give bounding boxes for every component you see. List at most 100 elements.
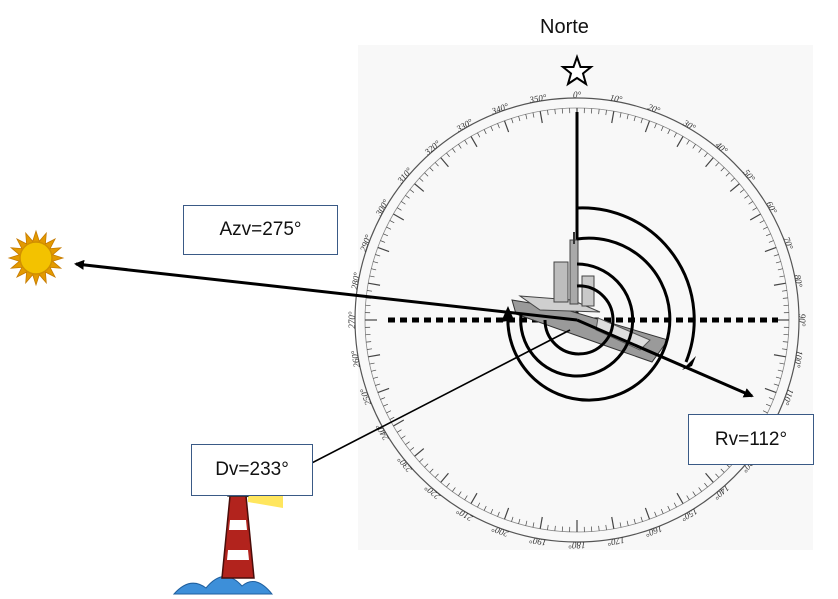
bearing-label: Dv=233°	[215, 459, 289, 480]
compass-tick	[598, 525, 600, 531]
compass-tick	[525, 114, 528, 120]
compass-tick	[470, 492, 478, 504]
compass-tick	[371, 268, 377, 271]
compass-tick	[419, 177, 424, 182]
compass-tick	[452, 487, 456, 492]
compass-tick	[698, 487, 702, 492]
compass-tick	[554, 109, 556, 115]
compass-tick	[779, 275, 785, 278]
sea-waves	[172, 576, 274, 595]
compass-tick	[511, 516, 514, 522]
compass-tick	[470, 136, 478, 148]
compass-tick	[393, 213, 405, 221]
bearing-arc-arrowhead	[501, 306, 514, 322]
compass-tick	[605, 110, 607, 116]
compass-tick	[673, 502, 677, 508]
compass-tick	[764, 246, 777, 253]
compass-tick	[401, 201, 406, 205]
compass-tick-label: 260°	[349, 349, 362, 368]
compass-tick	[419, 458, 424, 463]
compass-ticks	[365, 108, 789, 532]
compass-tick	[725, 172, 730, 177]
compass-tick	[554, 525, 556, 531]
compass-tick	[539, 516, 543, 529]
compass-tick	[464, 140, 468, 145]
compass-tick	[667, 505, 671, 511]
compass-tick	[380, 240, 386, 243]
compass-tick	[429, 167, 434, 172]
compass-tick	[464, 495, 468, 500]
compass-tick	[383, 403, 389, 407]
compass-tick	[748, 201, 753, 205]
compass-tick	[779, 362, 785, 365]
compass-tick	[440, 472, 449, 483]
compass-tick	[611, 516, 615, 529]
compass-tick	[781, 348, 787, 350]
compass-tick	[547, 524, 549, 530]
compass-tick	[503, 507, 510, 520]
compass-tick-label: 270°	[347, 311, 357, 329]
compass-tick-label: 190°	[528, 535, 547, 548]
compass-tick	[424, 172, 429, 177]
compass-tick	[720, 167, 725, 172]
compass-tick	[539, 111, 543, 124]
compass-tick	[424, 463, 429, 468]
compass-tick	[605, 524, 607, 530]
compass-tick	[458, 491, 462, 496]
compass-tick	[773, 383, 779, 386]
compass-tick-label: 180°	[568, 540, 586, 550]
azimuth-label: Azv=275°	[219, 219, 302, 240]
compass-tick	[429, 468, 434, 473]
course-label-box: Rv=112°	[688, 414, 814, 465]
compass-tick	[375, 254, 381, 257]
compass-tick	[619, 522, 622, 528]
compass-tick-label: 350°	[528, 92, 548, 105]
compass-tick	[386, 226, 392, 230]
compass-tick	[676, 136, 684, 148]
compass-tick	[633, 518, 636, 524]
compass-tick	[369, 275, 375, 278]
compass-tick-label: 170°	[606, 535, 625, 548]
compass-tick	[660, 508, 664, 514]
compass-tick	[490, 508, 494, 514]
compass-tick	[373, 261, 379, 264]
compass-tick	[368, 354, 381, 358]
compass-tick	[782, 341, 788, 343]
compass-tick	[626, 114, 629, 120]
compass-tick	[640, 516, 643, 522]
compass-tick	[720, 468, 725, 473]
compass-tick-label: 70°	[782, 235, 796, 251]
compass-tick	[781, 290, 787, 292]
compass-tick-label: 100°	[792, 350, 805, 369]
compass-tick	[393, 419, 405, 427]
compass-tick	[626, 520, 629, 526]
compass-tick	[782, 297, 788, 299]
ship-icon	[511, 232, 669, 363]
compass-tick	[367, 290, 373, 292]
compass-tick	[705, 472, 714, 483]
compass-tick	[371, 369, 377, 372]
compass-tick	[490, 126, 494, 132]
compass-tick	[503, 120, 510, 133]
compass-tick	[644, 120, 651, 133]
compass-tick	[676, 492, 684, 504]
compass-tick	[686, 140, 690, 145]
compass-tick	[511, 118, 514, 124]
compass-tick	[401, 435, 406, 439]
compass-tick	[380, 397, 386, 400]
compass-tick	[704, 152, 708, 158]
compass-tick	[777, 369, 783, 372]
compass-tick	[773, 282, 786, 286]
course-arc	[576, 206, 696, 363]
compass-tick	[739, 189, 745, 193]
compass-tick	[414, 183, 425, 192]
compass-tick	[686, 495, 690, 500]
compass-tick	[368, 282, 381, 286]
compass-tick	[704, 482, 708, 488]
compass-tick	[775, 261, 781, 264]
compass-tick	[598, 109, 600, 115]
compass-tick	[715, 473, 720, 478]
compass-tick	[518, 116, 521, 122]
compass-tick-label: 280°	[349, 271, 362, 290]
compass-tick	[367, 348, 373, 350]
